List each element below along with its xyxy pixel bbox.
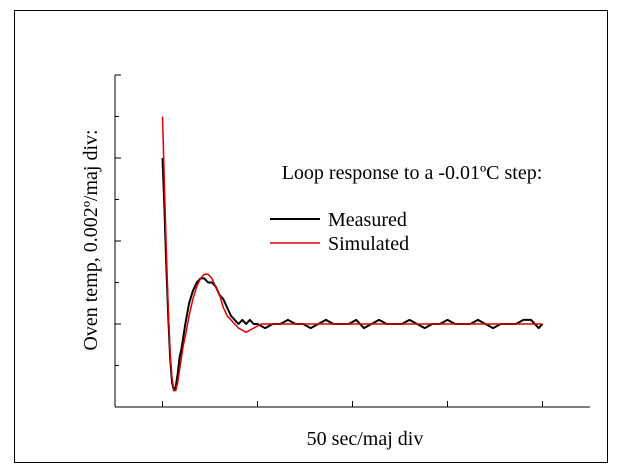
series-line-simulated bbox=[161, 116, 543, 392]
chart-title: Loop response to a -0.01ºC step: bbox=[282, 162, 543, 184]
chart-frame bbox=[14, 10, 608, 463]
x-ticks bbox=[162, 401, 543, 407]
legend-label-simulated: Simulated bbox=[328, 233, 409, 255]
series-layer bbox=[161, 116, 544, 392]
series-line-measured bbox=[161, 157, 544, 392]
y-ticks bbox=[115, 74, 121, 408]
legend: Measured Simulated bbox=[270, 209, 409, 255]
x-axis-label: 50 sec/maj div bbox=[307, 428, 424, 450]
y-axis-label: Oven temp, 0.002º/maj div: bbox=[80, 129, 102, 350]
legend-label-measured: Measured bbox=[328, 209, 407, 231]
chart-axes bbox=[114, 74, 590, 408]
